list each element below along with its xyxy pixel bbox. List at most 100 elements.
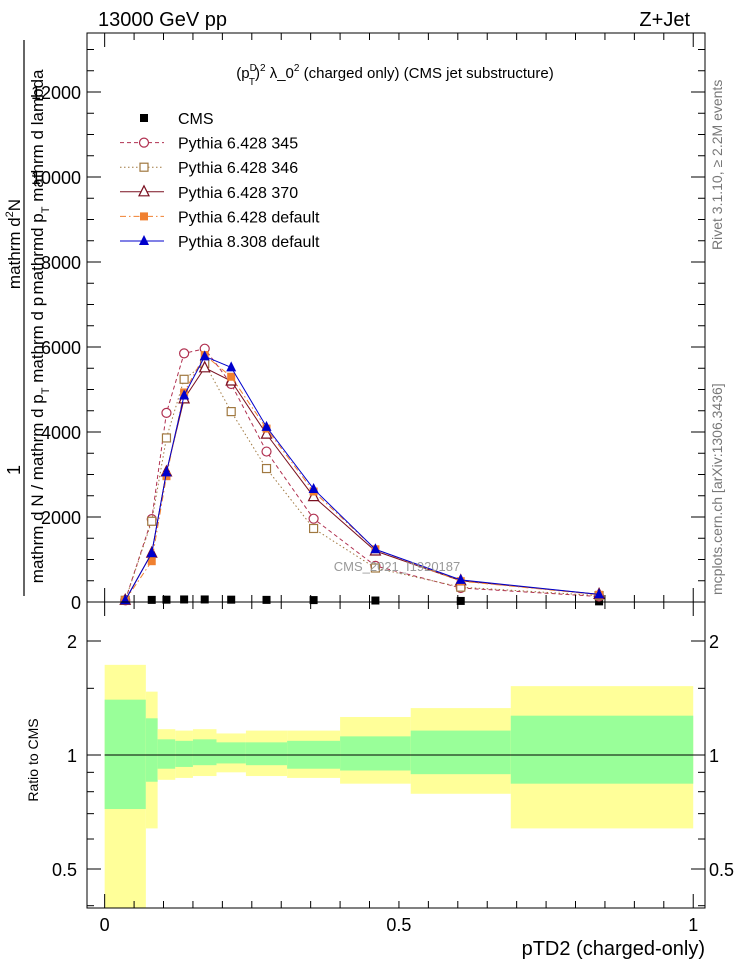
ratio-band-inner — [145, 718, 158, 782]
main-ytick-label: 0 — [71, 593, 81, 613]
data-point — [162, 595, 171, 604]
data-point — [261, 463, 272, 474]
data-point — [179, 389, 190, 400]
title-close: ) — [255, 65, 260, 82]
legend-label: Pythia 8.308 default — [178, 234, 320, 251]
ylabel-den-tail: mathrm d p — [28, 297, 47, 388]
ratio-plot: 0.5 0.5 1 1 2 2 0 0.5 1 — [52, 601, 734, 935]
ylabel-den-sub: T — [40, 387, 52, 394]
data-point — [161, 433, 172, 443]
title-sup-d: D — [250, 63, 257, 74]
data-point — [261, 420, 272, 431]
data-point — [180, 595, 189, 604]
ratio-band-inner — [157, 739, 176, 769]
main-ticks: 0 2000 4000 6000 8000 10000 12000 — [31, 33, 705, 613]
title-tail: (charged only) (CMS jet substructure) — [299, 65, 553, 82]
main-ylabel: 1 mathrm d2N mathrmd pT mathrm d lambda … — [4, 40, 52, 596]
data-point — [307, 489, 320, 502]
ylabel-numerator-line2: mathrmd pT mathrm d lambda — [28, 69, 52, 295]
legend-marker — [138, 184, 150, 197]
ylabel-one: 1 — [4, 465, 24, 475]
ratio-ytick-label: 2 — [67, 632, 77, 652]
title-rest: λ_0 — [266, 65, 294, 82]
mcplots-label: mcplots.cern.ch [arXiv:1306.3436] — [709, 383, 725, 595]
ratio-data-layer — [104, 664, 694, 908]
legend: CMS Pythia 6.428 345 Pythia 6.428 346 Pythi… — [120, 111, 320, 251]
title-sup-2b: 2 — [294, 63, 300, 74]
data-point — [370, 543, 381, 554]
ylabel-numerator: mathrm d2N — [4, 199, 24, 289]
ylabel-num-sup: 2 — [4, 211, 16, 217]
data-point — [227, 595, 236, 604]
main-ytick-label: 8000 — [41, 253, 81, 273]
legend-label: Pythia 6.428 345 — [178, 136, 298, 153]
legend-item: Pythia 6.428 370 — [120, 184, 298, 202]
ratio-band-inner — [175, 740, 193, 767]
series-line — [124, 348, 600, 601]
ratio-band-inner — [340, 736, 411, 771]
ylabel-num2-sub: T — [40, 206, 52, 213]
data-point — [226, 361, 237, 372]
ratio-band-inner — [410, 730, 511, 775]
main-ytick-label: 4000 — [41, 423, 81, 443]
data-point — [262, 595, 271, 604]
series-line — [124, 354, 600, 601]
ratio-band-inner — [104, 699, 146, 810]
ylabel-num-n: N — [5, 199, 24, 211]
data-point — [370, 563, 380, 573]
main-data-layer — [119, 343, 606, 606]
data-point — [308, 482, 319, 493]
ylabel-den: mathrm d N / mathrm d p — [28, 394, 47, 583]
data-point — [200, 595, 209, 604]
ratio-ytick-label-right: 2 — [709, 632, 719, 652]
title-sup-2: 2 — [260, 63, 266, 74]
data-point — [198, 360, 211, 373]
ratio-ytick-label: 1 — [67, 746, 77, 766]
plot-title: (pD T)2 λ_02 (charged only) (CMS jet subs… — [236, 63, 553, 88]
legend-marker — [138, 137, 150, 148]
data-point — [456, 596, 465, 605]
legend-item: Pythia 6.428 346 — [120, 160, 298, 177]
data-point — [161, 466, 172, 477]
legend-item: Pythia 8.308 default — [120, 234, 320, 251]
ratio-ticks: 0.5 0.5 1 1 2 2 0 0.5 1 — [52, 602, 734, 935]
energy-label: 13000 GeV pp — [98, 9, 227, 31]
legend-label: Pythia 6.428 370 — [178, 185, 298, 202]
main-ytick-label: 10000 — [31, 168, 81, 188]
ratio-ytick-label-right: 0.5 — [709, 860, 734, 880]
legend-item: CMS — [140, 111, 214, 128]
main-ytick-label: 6000 — [41, 338, 81, 358]
data-point — [161, 407, 172, 418]
legend-marker — [140, 114, 148, 122]
title-p: (p — [236, 65, 249, 82]
data-point — [309, 523, 319, 534]
ratio-band-inner — [192, 739, 217, 766]
watermark: CMS_2021_I1920187 — [334, 559, 461, 574]
ylabel-num2: mathrmd p — [28, 213, 47, 294]
data-point — [455, 573, 466, 584]
data-point — [199, 350, 210, 361]
x-axis-label: pTD2 (charged-only) — [522, 938, 705, 960]
xtick-label: 1 — [688, 915, 698, 935]
legend-marker — [139, 162, 149, 172]
ratio-ytick-label: 0.5 — [52, 860, 77, 880]
data-point — [371, 596, 380, 605]
process-label: Z+Jet — [639, 9, 690, 31]
series-0 — [121, 595, 604, 606]
data-point — [147, 557, 156, 566]
ratio-band-inner — [510, 715, 694, 784]
data-point — [147, 516, 157, 526]
data-point — [308, 513, 319, 524]
ylabel-num-d: mathrm d — [5, 217, 24, 289]
ratio-ylabel: Ratio to CMS — [25, 718, 41, 801]
xtick-label: 0 — [100, 915, 110, 935]
legend-marker — [139, 235, 149, 245]
data-point — [594, 588, 605, 599]
data-point — [146, 547, 157, 558]
ylabel-denominator: mathrm d N / mathrm d pT mathrm d p — [28, 297, 52, 583]
ratio-ytick-label-right: 1 — [709, 746, 719, 766]
data-point — [226, 407, 236, 417]
ratio-band-inner — [245, 742, 288, 766]
data-point — [227, 372, 236, 381]
